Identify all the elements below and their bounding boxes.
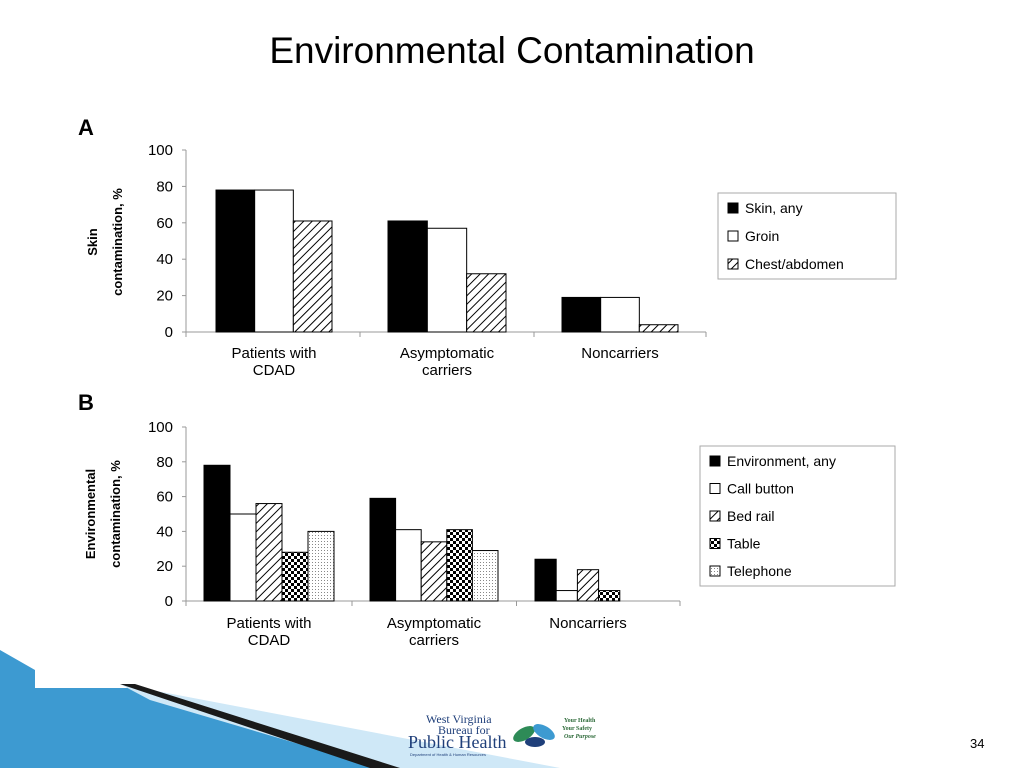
category-label: Asymptomatic [387,615,482,632]
logo-tagline1: Your Health [564,718,596,724]
bar [598,590,621,602]
bar [555,590,578,602]
bar [471,550,499,602]
legend-swatch [727,258,739,270]
logo-line3: Public Health [408,732,507,752]
y-axis-label: Environmental [83,469,98,559]
logo-line1: West Virginia [426,712,492,726]
y-axis-label: Skin [85,228,100,256]
legend-label: Groin [745,228,779,244]
legend-label: Bed rail [727,508,774,524]
y-tick-label: 60 [156,489,173,506]
bar [387,220,428,333]
bar [255,503,283,602]
bar [561,296,602,333]
y-axis-label: contamination, % [110,188,125,296]
panel-b: B 0 20 40 60 80 100 Environmental contamination,… [78,390,896,649]
category-label: carriers [409,632,459,649]
bar [395,529,422,602]
wv-public-health-logo: West Virginia Bureau for Public Health D… [408,712,638,760]
legend-swatch [709,483,721,494]
legend-box [699,445,896,587]
bar [534,558,557,602]
y-axis-label: contamination, % [108,460,123,568]
legend-label: Environment, any [727,453,836,469]
logo-tagline3: Our Purpose [564,734,596,740]
y-tick-label: 100 [148,142,173,159]
y-tick-label: 0 [165,593,173,610]
legend-swatch [709,565,721,577]
bar [229,513,257,602]
panel-label: A [78,115,94,140]
legend-label: Call button [727,481,794,497]
logo-line2: Bureau for [438,723,490,737]
y-tick-label: 20 [156,288,173,305]
y-tick-label: 0 [165,324,173,341]
category-label: Noncarriers [549,615,627,632]
y-tick-label: 80 [156,454,173,471]
legend-label: Skin, any [745,200,803,216]
bar [426,227,468,333]
legend-swatch [727,230,739,242]
bar [638,324,679,333]
leaf-icon [513,724,555,747]
bar [203,464,231,602]
footer-decoration [0,650,560,768]
legend-label: Telephone [727,563,792,579]
y-tick-label: 20 [156,558,173,575]
legend-label: Chest/abdomen [745,256,844,272]
legend-swatch [709,455,721,467]
page-number: 34 [970,736,985,751]
panel-a: A 0 20 40 60 80 100 Skin contamination, % Patient… [78,115,897,379]
legend-label: Table [727,536,761,552]
y-tick-label: 80 [156,178,173,195]
bar [281,551,309,602]
category-label: Asymptomatic [400,345,495,362]
bar [466,273,507,333]
logo-tagline2: Your Safety [562,726,593,732]
bar [576,569,600,602]
bar [600,296,640,333]
category-label: carriers [422,362,472,379]
legend-swatch [727,202,739,214]
bar [369,497,397,602]
y-tick-label: 100 [148,419,173,436]
bar [215,189,256,333]
chart-figure: A 0 20 40 60 80 100 Skin contamination, % Patient… [78,115,897,649]
category-label: CDAD [253,362,296,379]
bar [307,530,335,602]
legend-swatch [709,510,721,522]
y-tick-label: 40 [156,251,173,268]
legend-box [717,192,897,280]
legend-swatch [709,538,721,549]
logo-subline: Department of Health & Human Resources [410,752,487,757]
bar [446,529,473,602]
footer-light-band [120,684,560,768]
category-label: Patients with [226,615,311,632]
bar [254,189,294,333]
category-label: CDAD [248,632,291,649]
category-label: Noncarriers [581,345,659,362]
panel-label: B [78,390,94,415]
y-tick-label: 60 [156,215,173,232]
category-label: Patients with [231,345,316,362]
footer-dark-band [120,684,400,768]
bar [420,541,448,602]
bar [292,220,333,333]
y-tick-label: 40 [156,523,173,540]
slide-title: Environmental Contamination [269,30,755,71]
